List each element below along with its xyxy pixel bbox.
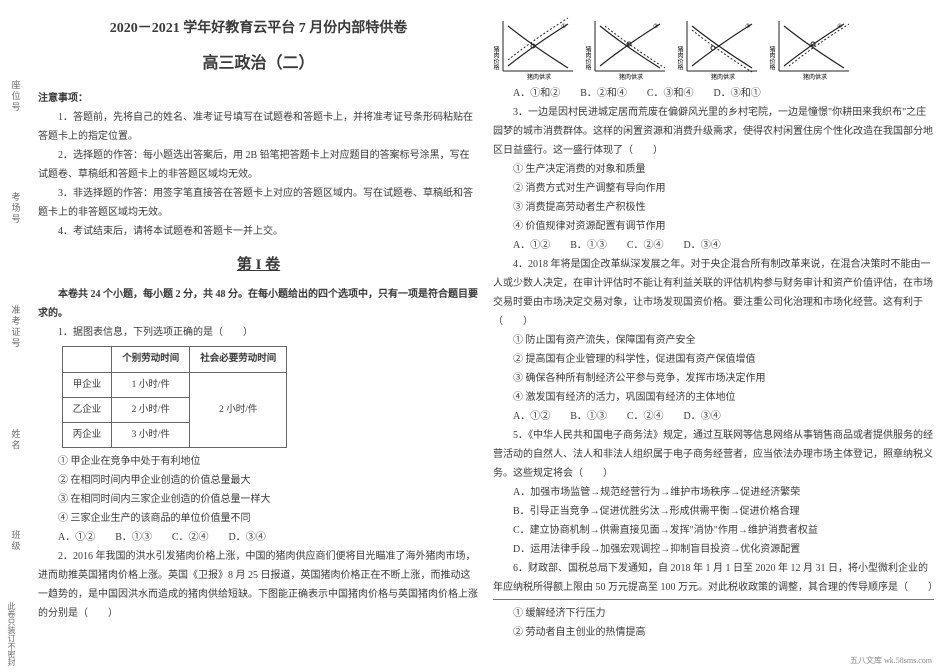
side-label-seat: 座位号 <box>10 80 23 113</box>
q3-opt: ② 消费方式对生产调整有导向作用 <box>493 179 934 198</box>
q2-choice: A．①和② B．②和④ C．③和④ D．③和① <box>493 84 934 103</box>
q5-opt: C．建立协商机制→供需直接见面→发挥"消协"作用→维护消费者权益 <box>493 521 934 540</box>
part1-desc: 本卷共 24 个小题，每小题 2 分，共 48 分。在每小题给出的四个选项中，只… <box>38 285 479 323</box>
side-label-room: 考场号 <box>10 192 23 225</box>
svg-text:猪肉价格: 猪肉价格 <box>677 45 683 71</box>
q1-opt: ③ 在相同时间内三家企业创造的价值总量一样大 <box>38 490 479 509</box>
svg-text:猪肉供求: 猪肉供求 <box>711 73 735 80</box>
notice-heading: 注意事项： <box>38 89 479 108</box>
q1-table: 个别劳动时间 社会必要劳动时间 甲企业 1 小时/件 2 小时/件 乙企业 2 … <box>62 346 288 447</box>
q4-choice: A．①② B．①③ C．②④ D．③④ <box>493 407 934 426</box>
side-label-class: 班级 <box>10 530 23 552</box>
svg-text:猪肉供求: 猪肉供求 <box>527 73 551 80</box>
q4-opt: ④ 激发国有经济的活力，巩固国有经济的主体地位 <box>493 388 934 407</box>
chart-4: 猪肉价格 猪肉供求 ④ <box>769 16 855 80</box>
q1-th <box>62 347 112 372</box>
q1-choice: A．①② B．①③ C．②④ D．③④ <box>38 528 479 547</box>
svg-text:猪肉价格: 猪肉价格 <box>769 45 775 71</box>
q1-opt: ② 在相同时间内甲企业创造的价值总量最大 <box>38 471 479 490</box>
q1-stem: 1．据图表信息，下列选项正确的是（ ） <box>38 323 479 342</box>
q1-th: 个别劳动时间 <box>112 347 190 372</box>
q1-td: 乙企业 <box>62 397 112 422</box>
notice-item: 1．答题前，先将自己的姓名、准考证号填写在试题卷和答题卡上，并将准考证号条形码粘… <box>38 108 479 146</box>
q3-choice: A．①② B．①③ C．②④ D．③④ <box>493 236 934 255</box>
notice-item: 4．考试结束后，请将本试题卷和答题卡一并上交。 <box>38 222 479 241</box>
binding-note: 此卷只装订不密封 <box>6 602 17 666</box>
q1-td: 甲企业 <box>62 372 112 397</box>
notice-item: 2．选择题的作答：每小题选出答案后，用 2B 铅笔把答题卡上对应题目的答案标号涂… <box>38 146 479 184</box>
q6-stem: 6．财政部、国税总局下发通知，自 2018 年 1 月 1 日至 2020 年 … <box>493 559 934 597</box>
side-label-strip: 座位号 考场号 准考证号 姓名 班级 <box>0 0 32 672</box>
q6-opt: ② 劳动者自主创业的热情提高 <box>493 623 934 642</box>
q4-opt: ① 防止国有资产流失，保障国有资产安全 <box>493 331 934 350</box>
svg-text:猪肉价格: 猪肉价格 <box>585 45 591 71</box>
q4-opt: ② 提高国有企业管理的科学性，促进国有资产保值增值 <box>493 350 934 369</box>
q1-opt: ④ 三家企业生产的该商品的单位价值量不同 <box>38 509 479 528</box>
q3-opt: ④ 价值规律对资源配置有调节作用 <box>493 217 934 236</box>
svg-text:猪肉供求: 猪肉供求 <box>803 73 827 80</box>
exam-subject: 高三政治（二） <box>38 49 479 79</box>
q5-opt: D．运用法律手段→加强宏观调控→抑制盲目投资→优化资源配置 <box>493 540 934 559</box>
exam-header: 2020－2021 学年好教育云平台 7 月份内部特供卷 <box>38 16 479 43</box>
svg-text:①: ① <box>561 23 566 30</box>
footer-source: 五八文库 wk.58sms.com <box>850 655 932 666</box>
q6-opt: ① 缓解经济下行压力 <box>493 604 934 623</box>
q3-opt: ③ 消费提高劳动者生产积极性 <box>493 198 934 217</box>
svg-text:③: ③ <box>745 23 750 30</box>
q1-th: 社会必要劳动时间 <box>190 347 287 372</box>
q4-stem: 4．2018 年将是国企改革纵深发展之年。对于央企混合所有制改革来说，在混合决策… <box>493 255 934 331</box>
side-label-admission: 准考证号 <box>10 305 23 349</box>
divider <box>493 599 934 600</box>
q1-td: 2 小时/件 <box>112 397 190 422</box>
chart-3: 猪肉价格 猪肉供求 ③ <box>677 16 763 80</box>
chart-1: 猪肉价格 猪肉供求 ① <box>493 16 579 80</box>
left-column: 2020－2021 学年好教育云平台 7 月份内部特供卷 高三政治（二） 注意事… <box>38 16 479 664</box>
q5-stem: 5．《中华人民共和国电子商务法》规定，通过互联网等信息网络从事销售商品或者提供服… <box>493 426 934 483</box>
q2-charts: 猪肉价格 猪肉供求 ① 猪肉价格 猪肉供求 <box>493 16 934 80</box>
q4-opt: ③ 确保各种所有制经济公平参与竞争，发挥市场决定作用 <box>493 369 934 388</box>
q1-td: 3 小时/件 <box>112 422 190 447</box>
side-label-name: 姓名 <box>10 429 23 451</box>
q3-stem: 3．一边是因村民进城定居而荒废在偏僻风光里的乡村宅院，一边是憧憬"你耕田来我织布… <box>493 103 934 160</box>
q5-opt: B．引导正当竞争→促进优胜劣汰→形成供需平衡→促进价格合理 <box>493 502 934 521</box>
q1-td: 丙企业 <box>62 422 112 447</box>
q1-td: 1 小时/件 <box>112 372 190 397</box>
chart-2: 猪肉价格 猪肉供求 ② <box>585 16 671 80</box>
q2-stem: 2．2016 年我国的洪水引发猪肉价格上涨，中国的猪肉供应商们便将目光瞄准了海外… <box>38 547 479 623</box>
q1-opt: ① 甲企业在竞争中处于有利地位 <box>38 452 479 471</box>
q3-opt: ① 生产决定消费的对象和质量 <box>493 160 934 179</box>
q1-td: 2 小时/件 <box>190 372 287 447</box>
svg-text:猪肉价格: 猪肉价格 <box>493 45 499 71</box>
svg-text:猪肉供求: 猪肉供求 <box>619 73 643 80</box>
svg-text:②: ② <box>653 23 658 30</box>
svg-text:④: ④ <box>837 23 842 30</box>
part1-title: 第 I 卷 <box>38 251 479 280</box>
right-column: 猪肉价格 猪肉供求 ① 猪肉价格 猪肉供求 <box>493 16 934 664</box>
q5-opt: A．加强市场监管→规范经营行为→维护市场秩序→促进经济繁荣 <box>493 483 934 502</box>
notice-item: 3．非选择题的作答：用签字笔直接答在答题卡上对应的答题区域内。写在试题卷、草稿纸… <box>38 184 479 222</box>
